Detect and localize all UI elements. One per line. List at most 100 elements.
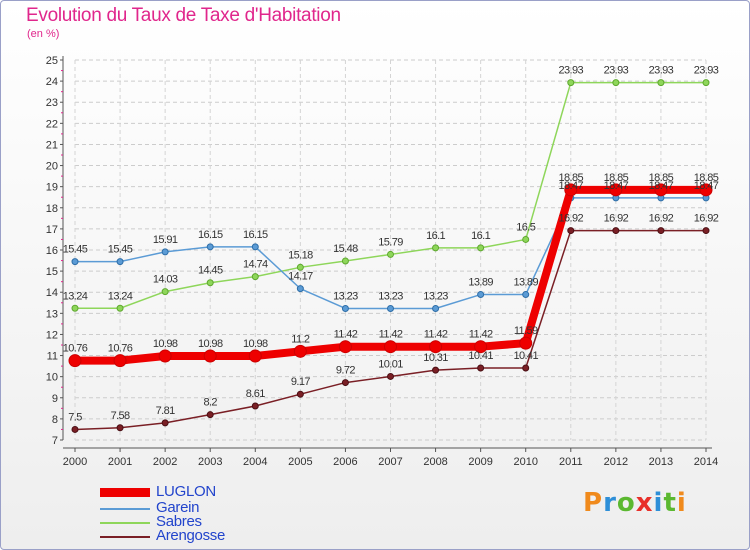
data-label-garein: 18.47: [559, 180, 584, 192]
data-label-garein: 16.15: [243, 229, 268, 241]
y-tick-label: 14: [46, 287, 58, 299]
data-point-garein: [251, 243, 259, 251]
data-label-sabres: 23.93: [604, 65, 629, 77]
data-label-luglon: 10.98: [243, 338, 268, 350]
data-point-sabres: [612, 79, 620, 87]
data-point-luglon: [203, 349, 217, 363]
x-tick-label: 2005: [288, 456, 312, 468]
data-label-arengosse: 8.2: [203, 397, 217, 409]
data-label-sabres: 13.24: [63, 290, 88, 302]
data-point-arengosse: [206, 411, 214, 419]
proxiti-logo: Proxiti: [583, 488, 687, 518]
data-point-arengosse: [702, 227, 710, 235]
data-label-sabres: 16.1: [471, 230, 490, 242]
data-point-luglon: [293, 344, 307, 358]
y-tick-label: 10: [46, 372, 58, 384]
data-label-luglon: 10.98: [153, 338, 178, 350]
data-point-arengosse: [251, 402, 259, 410]
data-point-luglon: [519, 336, 533, 350]
data-label-luglon: 11.2: [291, 333, 310, 345]
data-point-luglon: [609, 183, 623, 197]
data-point-sabres: [432, 244, 440, 252]
logo-letter: i: [676, 488, 687, 518]
data-label-garein: 13.89: [513, 277, 538, 289]
data-label-sabres: 23.93: [649, 65, 674, 77]
data-label-luglon: 10.98: [198, 338, 223, 350]
data-label-arengosse: 10.41: [513, 350, 538, 362]
data-point-sabres: [567, 79, 575, 87]
data-point-arengosse: [567, 227, 575, 235]
data-label-garein: 13.89: [468, 277, 493, 289]
data-point-arengosse: [657, 227, 665, 235]
legend-label: Sabres: [156, 513, 202, 530]
unit-label: (en %): [27, 28, 60, 40]
data-label-arengosse: 16.92: [559, 213, 584, 225]
x-tick-label: 2000: [63, 456, 87, 468]
data-label-luglon: 11.42: [334, 329, 358, 341]
x-tick-label: 2012: [604, 456, 628, 468]
data-label-arengosse: 16.92: [694, 213, 719, 225]
y-tick-label: 16: [46, 245, 58, 257]
data-label-garein: 18.47: [649, 180, 674, 192]
data-label-sabres: 14.45: [198, 265, 223, 277]
data-point-luglon: [113, 354, 127, 368]
data-point-arengosse: [477, 364, 485, 372]
y-tick-label: 7: [52, 435, 58, 447]
legend-swatch: [100, 536, 150, 538]
y-tick-label: 17: [46, 224, 58, 236]
data-point-luglon: [384, 340, 397, 354]
y-tick-label: 21: [46, 139, 58, 151]
data-point-garein: [432, 304, 440, 312]
x-tick-label: 2009: [468, 456, 492, 468]
data-point-luglon: [564, 183, 578, 197]
data-point-luglon: [474, 340, 488, 354]
data-label-garein: 16.15: [198, 229, 223, 241]
data-point-sabres: [522, 235, 530, 243]
data-point-sabres: [206, 279, 214, 287]
data-label-arengosse: 16.92: [604, 213, 629, 225]
logo-letter: t: [663, 488, 677, 518]
data-label-sabres: 14.74: [243, 259, 268, 271]
data-label-luglon: 18.85: [604, 172, 629, 184]
x-tick-label: 2014: [694, 456, 718, 468]
y-tick-label: 8: [52, 414, 58, 426]
data-point-arengosse: [296, 390, 304, 398]
data-label-arengosse: 9.17: [291, 376, 310, 388]
data-point-garein: [206, 243, 214, 251]
data-label-luglon: 18.85: [694, 172, 719, 184]
data-label-sabres: 23.93: [694, 65, 719, 77]
x-tick-label: 2008: [423, 456, 447, 468]
data-label-arengosse: 16.92: [649, 213, 674, 225]
y-tick-label: 18: [46, 203, 58, 215]
data-point-garein: [387, 304, 394, 312]
y-tick-label: 9: [52, 393, 58, 405]
data-point-luglon: [158, 349, 172, 363]
data-label-arengosse: 10.31: [423, 352, 448, 364]
legend-swatch: [100, 508, 150, 510]
x-tick-label: 2011: [559, 456, 583, 468]
data-point-sabres: [387, 250, 394, 258]
data-point-garein: [116, 258, 124, 266]
data-point-arengosse: [387, 372, 394, 380]
data-label-garein: 15.45: [63, 244, 88, 256]
data-label-sabres: 14.03: [153, 274, 178, 286]
data-label-garein: 13.23: [378, 290, 403, 302]
data-point-sabres: [341, 257, 349, 265]
data-point-arengosse: [161, 419, 169, 427]
y-tick-label: 20: [46, 161, 58, 173]
legend-label: Arengosse: [156, 527, 226, 544]
data-label-sabres: 23.93: [559, 65, 584, 77]
data-label-garein: 18.47: [604, 180, 629, 192]
x-tick-label: 2007: [378, 456, 402, 468]
chart-title: Evolution du Taux de Taxe d'Habitation: [26, 5, 341, 26]
data-label-luglon: 11.42: [379, 329, 403, 341]
data-point-garein: [161, 248, 169, 256]
data-label-arengosse: 10.41: [468, 350, 493, 362]
data-point-sabres: [161, 288, 169, 296]
data-label-garein: 15.91: [153, 234, 178, 246]
data-label-luglon: 10.76: [63, 343, 88, 355]
x-tick-label: 2003: [198, 456, 222, 468]
data-label-garein: 13.23: [333, 290, 358, 302]
data-point-garein: [71, 258, 79, 266]
